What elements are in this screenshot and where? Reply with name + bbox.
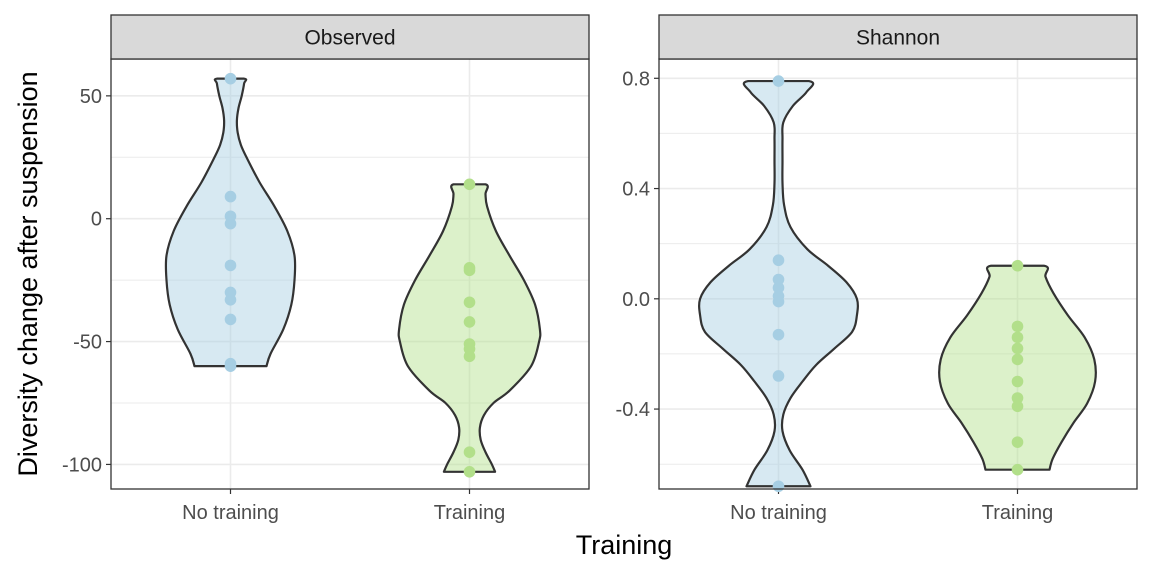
data-point-training	[463, 446, 476, 458]
data-point-no-training	[224, 294, 237, 306]
data-point-no-training	[772, 480, 785, 493]
data-point-training	[1011, 353, 1024, 366]
plot-background	[659, 59, 1137, 489]
y-tick-label: 0	[91, 209, 102, 231]
y-tick-label: 0.8	[622, 68, 650, 90]
y-tick-label: 0.0	[622, 289, 650, 311]
x-tick-label: Training	[982, 502, 1054, 524]
data-point-training	[1011, 320, 1024, 333]
data-point-no-training	[224, 360, 237, 372]
x-axis-title: Training	[576, 530, 673, 560]
panel-title: Shannon	[856, 27, 940, 50]
y-tick-label: -100	[62, 454, 102, 476]
strip-background	[110, 14, 590, 60]
data-point-no-training	[224, 217, 237, 230]
data-point-training	[1011, 375, 1024, 388]
data-point-no-training	[224, 190, 237, 203]
data-point-no-training	[772, 273, 785, 286]
data-point-no-training	[772, 328, 785, 341]
violin-training	[938, 264, 1097, 471]
panel-title: Observed	[304, 27, 395, 50]
data-point-training	[1011, 259, 1024, 272]
violin-training	[397, 183, 542, 473]
data-point-training	[1011, 392, 1024, 404]
data-point-no-training	[224, 259, 237, 272]
data-point-training	[463, 316, 476, 328]
data-point-no-training	[224, 313, 237, 326]
x-tick-label: Training	[434, 502, 506, 524]
data-point-no-training	[224, 72, 237, 85]
data-point-no-training	[772, 254, 785, 267]
data-point-no-training	[772, 370, 785, 382]
data-point-training	[1011, 463, 1024, 476]
y-tick-label: 0.4	[622, 179, 650, 201]
data-point-training	[463, 178, 476, 191]
data-point-training	[463, 296, 476, 309]
y-tick-label: -50	[73, 332, 102, 354]
data-point-training	[463, 466, 476, 478]
data-point-no-training	[772, 295, 785, 308]
panel-observed: 50 0 -50 -100 No training Training Observed	[62, 14, 590, 524]
panel-shannon: 0.8 0.4 0.0 -0.4 No training Training Shannon	[616, 14, 1138, 524]
data-point-training	[1011, 400, 1024, 413]
data-point-training	[1011, 436, 1024, 448]
data-point-training	[1011, 342, 1024, 355]
data-point-training	[463, 350, 476, 363]
data-point-training	[1011, 331, 1024, 344]
data-point-no-training	[772, 75, 785, 87]
strip-background	[658, 14, 1138, 60]
data-point-training	[463, 264, 476, 277]
y-tick-label: 50	[80, 86, 102, 108]
data-point-no-training	[772, 281, 785, 294]
y-tick-label: -0.4	[616, 399, 650, 421]
x-tick-label: No training	[730, 502, 827, 524]
y-axis-title: Diversity change after suspension	[13, 71, 43, 476]
x-tick-label: No training	[182, 502, 279, 524]
plot-background	[111, 59, 589, 489]
